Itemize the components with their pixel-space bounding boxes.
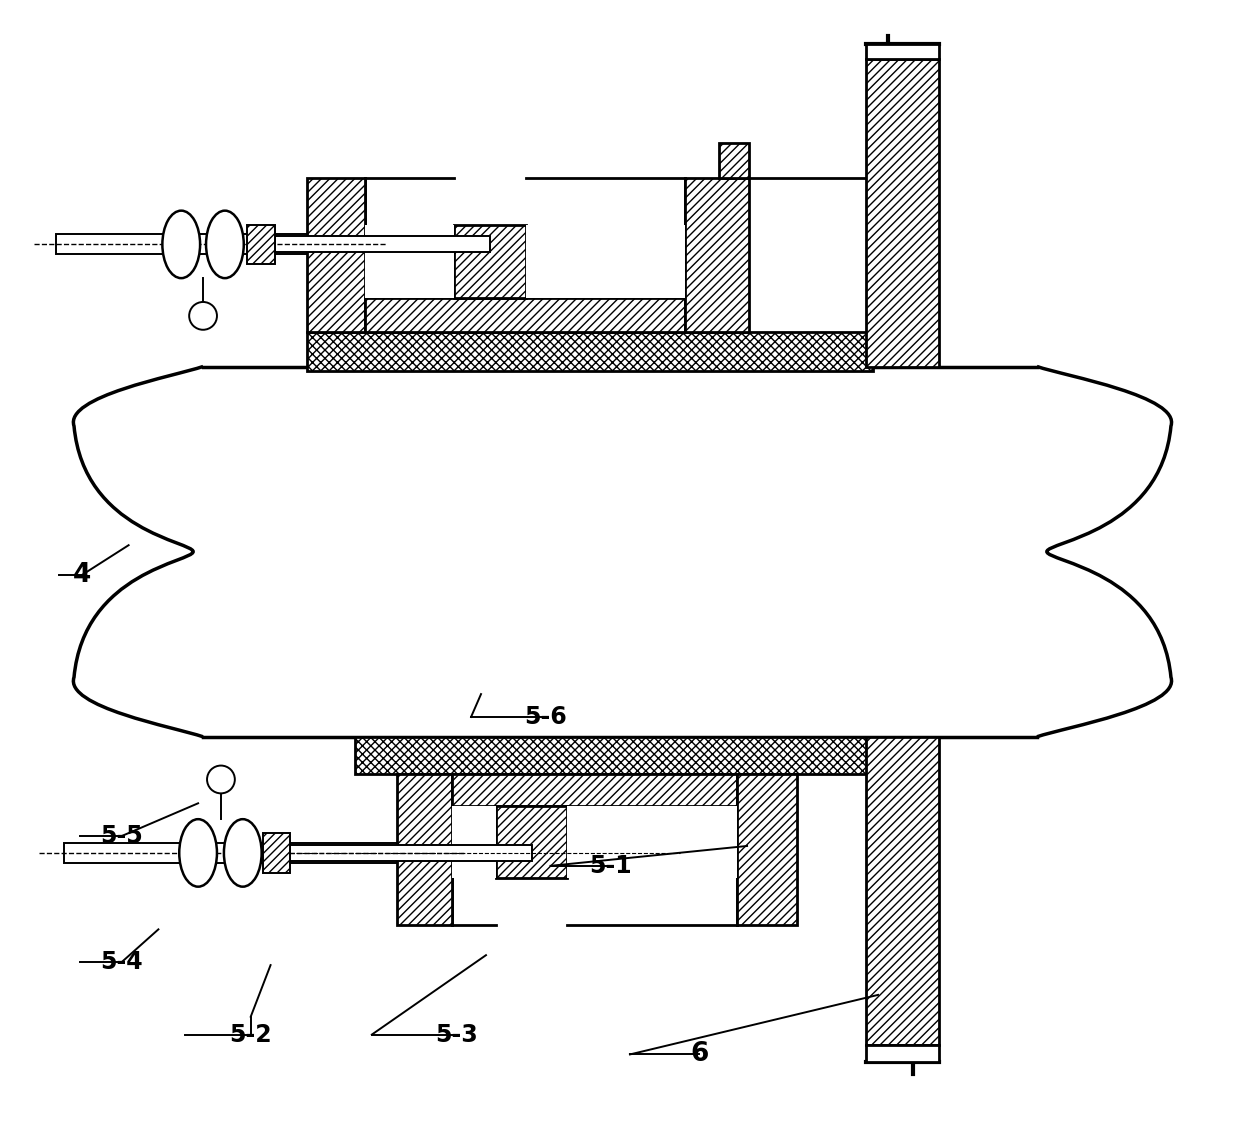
Text: 5-6: 5-6 — [525, 705, 567, 729]
Bar — [365, 298, 684, 332]
Bar — [308, 332, 873, 372]
Bar — [308, 178, 365, 332]
Text: 5-4: 5-4 — [100, 950, 143, 974]
Bar — [684, 178, 749, 332]
Text: 5-5: 5-5 — [100, 824, 143, 848]
Text: 4: 4 — [73, 563, 91, 588]
Ellipse shape — [224, 819, 262, 887]
Bar — [454, 225, 526, 298]
Bar — [56, 234, 308, 254]
Circle shape — [207, 766, 234, 793]
Bar — [737, 775, 796, 925]
Circle shape — [190, 302, 217, 330]
Text: 5-3: 5-3 — [435, 1022, 477, 1046]
Bar — [274, 236, 490, 252]
Bar — [453, 775, 737, 807]
Bar — [867, 43, 939, 59]
Bar — [867, 1044, 939, 1062]
Ellipse shape — [162, 211, 200, 278]
Bar — [867, 737, 939, 1044]
Bar — [365, 225, 454, 298]
Bar — [247, 225, 274, 265]
Bar — [496, 807, 568, 877]
Bar — [453, 807, 496, 877]
Bar — [397, 775, 453, 925]
Bar — [64, 843, 397, 863]
Text: 5-2: 5-2 — [229, 1022, 272, 1046]
Bar — [355, 737, 879, 775]
Bar — [290, 845, 532, 860]
Text: 5-1: 5-1 — [589, 853, 631, 877]
Ellipse shape — [180, 819, 217, 887]
Bar — [203, 366, 1037, 737]
Bar — [568, 807, 737, 877]
Bar — [526, 225, 684, 298]
Text: 6: 6 — [691, 1042, 708, 1068]
Bar — [867, 59, 939, 366]
Ellipse shape — [206, 211, 244, 278]
Bar — [263, 833, 290, 873]
Bar — [719, 143, 749, 178]
